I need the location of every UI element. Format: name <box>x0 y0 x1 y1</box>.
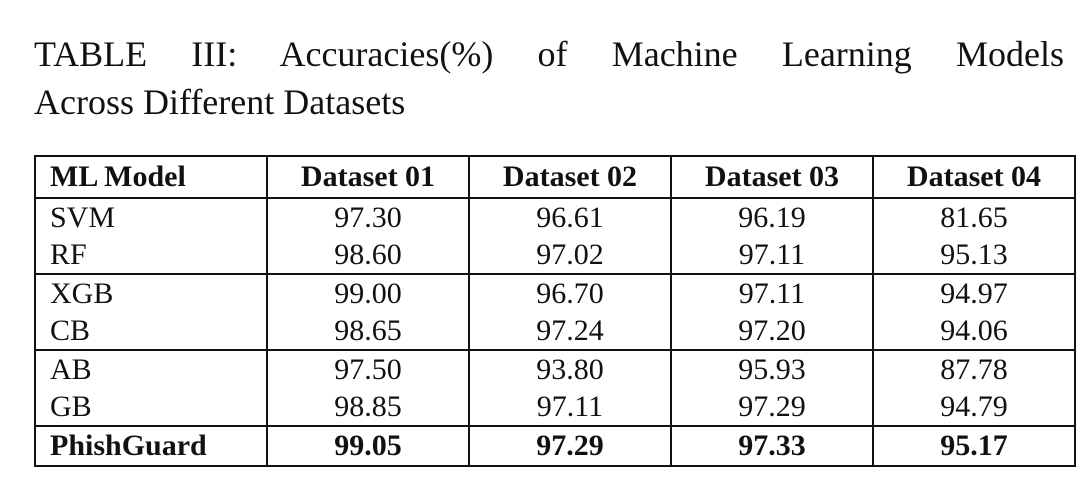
table-cell: 94.79 <box>872 388 1075 426</box>
table-cell: 99.05 <box>266 425 469 466</box>
table-cell: 97.20 <box>670 312 873 350</box>
model-name: GB <box>50 389 92 423</box>
header-row: ML Model Dataset 01 Dataset 02 Dataset 0… <box>35 156 1075 199</box>
table-cell: 98.60 <box>266 236 469 274</box>
table-row-rf: RF 98.60 97.02 97.11 95.13 <box>35 236 1075 274</box>
table-cell: 95.17 <box>872 425 1075 466</box>
table-cell: 97.02 <box>468 236 671 274</box>
model-name: SVM <box>50 200 116 234</box>
table-row-gb: GB 98.85 97.11 97.29 94.79 <box>35 388 1075 426</box>
table-row-cb: CB 98.65 97.24 97.20 94.06 <box>35 312 1075 350</box>
table-cell: 96.70 <box>468 273 671 312</box>
table-cell: 96.61 <box>468 198 671 236</box>
table-row-svm: SVM 97.30 96.61 96.19 81.65 <box>35 198 1075 236</box>
table-cell: 98.85 <box>266 388 469 426</box>
table-cell: 97.24 <box>468 312 671 350</box>
table-cell: 95.13 <box>872 236 1075 274</box>
caption-line-1: TABLE III: Accuracies(%) of Machine Lear… <box>34 34 1064 74</box>
table-cell: 97.11 <box>468 388 671 426</box>
header-dataset-04: Dataset 04 <box>872 156 1075 199</box>
table-caption: TABLE III: Accuracies(%) of Machine Lear… <box>34 30 1064 126</box>
table-row-xgb: XGB 99.00 96.70 97.11 94.97 <box>35 273 1075 312</box>
model-name: RF <box>50 237 87 271</box>
table-cell: 97.29 <box>468 425 671 466</box>
table-cell: 97.30 <box>266 198 469 236</box>
table-cell: 87.78 <box>872 349 1075 388</box>
model-name: XGB <box>35 273 267 312</box>
table-cell: 97.29 <box>670 388 873 426</box>
model-name: AB <box>35 349 267 388</box>
table-cell: 97.50 <box>266 349 469 388</box>
header-dataset-02: Dataset 02 <box>468 156 671 199</box>
accuracy-table: ML Model Dataset 01 Dataset 02 Dataset 0… <box>34 155 1076 467</box>
table-cell: 98.65 <box>266 312 469 350</box>
model-name: CB <box>50 313 91 347</box>
model-name: PhishGuard <box>35 425 267 466</box>
table-cell: 96.19 <box>670 198 873 236</box>
table-row-ab: AB 97.50 93.80 95.93 87.78 <box>35 349 1075 388</box>
table-cell: 97.11 <box>670 273 873 312</box>
table-cell: 81.65 <box>872 198 1075 236</box>
table-cell: 93.80 <box>468 349 671 388</box>
table-cell: 99.00 <box>266 273 469 312</box>
table-cell: 97.33 <box>670 425 873 466</box>
header-ml-model: ML Model <box>35 156 267 199</box>
header-dataset-01: Dataset 01 <box>266 156 469 199</box>
table-cell: 94.06 <box>872 312 1075 350</box>
caption-line-2: Across Different Datasets <box>34 82 406 122</box>
table-cell: 94.97 <box>872 273 1075 312</box>
table-row-phishguard: PhishGuard 99.05 97.29 97.33 95.17 <box>35 425 1075 466</box>
table-cell: 95.93 <box>670 349 873 388</box>
header-dataset-03: Dataset 03 <box>670 156 873 199</box>
accuracy-table-container: ML Model Dataset 01 Dataset 02 Dataset 0… <box>34 155 1076 467</box>
table-cell: 97.11 <box>670 236 873 274</box>
